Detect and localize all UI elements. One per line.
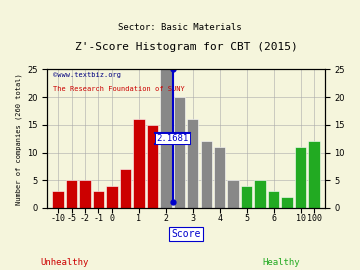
Bar [147, 125, 158, 208]
Y-axis label: Number of companies (260 total): Number of companies (260 total) [15, 73, 22, 205]
Bar [106, 186, 118, 208]
Bar [120, 169, 131, 208]
Bar [201, 141, 212, 208]
Title: Z'-Score Histogram for CBT (2015): Z'-Score Histogram for CBT (2015) [75, 42, 297, 52]
Bar [174, 97, 185, 208]
Bar [228, 180, 239, 208]
X-axis label: Score: Score [171, 229, 201, 239]
Bar [255, 180, 266, 208]
Text: 2.1681: 2.1681 [156, 134, 189, 143]
Bar [295, 147, 306, 208]
Bar [93, 191, 104, 208]
Bar [241, 186, 252, 208]
Text: Unhealthy: Unhealthy [41, 258, 89, 266]
Bar [281, 197, 293, 208]
Text: Sector: Basic Materials: Sector: Basic Materials [118, 23, 242, 32]
Text: Healthy: Healthy [262, 258, 300, 266]
Bar [308, 141, 320, 208]
Bar [214, 147, 225, 208]
Bar [133, 119, 145, 208]
Text: The Research Foundation of SUNY: The Research Foundation of SUNY [53, 86, 185, 92]
Text: ©www.textbiz.org: ©www.textbiz.org [53, 72, 121, 78]
Bar [160, 69, 172, 208]
Bar [268, 191, 279, 208]
Bar [187, 119, 198, 208]
Bar [66, 180, 77, 208]
Bar [79, 180, 91, 208]
Bar [52, 191, 64, 208]
